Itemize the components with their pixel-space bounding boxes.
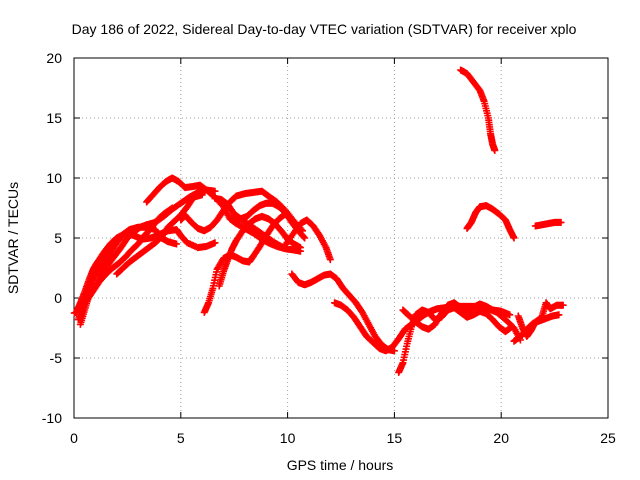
y-tick-label: 0 bbox=[54, 290, 62, 306]
data-point bbox=[559, 301, 567, 309]
x-tick-label: 10 bbox=[280, 430, 296, 446]
data-point bbox=[281, 210, 289, 218]
data-point bbox=[296, 244, 304, 252]
y-tick-label: 20 bbox=[46, 50, 62, 66]
data-point bbox=[167, 205, 175, 213]
y-axis-label: SDTVAR / TECUs bbox=[5, 182, 21, 294]
chart-title: Day 186 of 2022, Sidereal Day-to-day VTE… bbox=[72, 21, 577, 37]
x-tick-label: 5 bbox=[177, 430, 185, 446]
data-point bbox=[198, 191, 206, 199]
axis-ticks: 0 5 10 15 20 25 -10 -5 0 5 10 15 20 bbox=[42, 50, 616, 446]
series-arc-o bbox=[399, 299, 514, 333]
data-point bbox=[491, 146, 499, 154]
x-tick-label: 15 bbox=[387, 430, 403, 446]
series-arc-t bbox=[514, 299, 567, 340]
data-point bbox=[555, 311, 563, 319]
series-arc-d bbox=[83, 204, 176, 304]
series-arc-p bbox=[457, 66, 499, 154]
data-point bbox=[510, 234, 518, 242]
series-arc-k bbox=[228, 214, 334, 264]
data-point bbox=[506, 311, 514, 319]
data-point bbox=[211, 187, 219, 195]
y-tick-label: 15 bbox=[46, 110, 62, 126]
data-point bbox=[168, 204, 176, 212]
x-tick-label: 25 bbox=[600, 430, 616, 446]
y-tick-label: 5 bbox=[54, 230, 62, 246]
y-tick-label: -10 bbox=[42, 410, 62, 426]
y-tick-label: 10 bbox=[46, 170, 62, 186]
series-arc-g bbox=[177, 187, 307, 235]
data-point bbox=[211, 239, 219, 247]
data-points bbox=[70, 66, 567, 376]
data-point bbox=[300, 233, 308, 241]
y-tick-label: -5 bbox=[50, 350, 63, 366]
data-point bbox=[326, 256, 334, 264]
data-point bbox=[557, 218, 565, 226]
x-tick-label: 0 bbox=[70, 430, 78, 446]
x-tick-label: 20 bbox=[493, 430, 509, 446]
series-arc-r bbox=[531, 218, 565, 230]
data-point bbox=[173, 240, 181, 248]
data-point bbox=[301, 234, 309, 242]
series-arc-e bbox=[113, 191, 206, 278]
series-arc-q bbox=[463, 202, 518, 242]
data-point bbox=[508, 323, 516, 331]
series-arc-l bbox=[288, 270, 398, 355]
x-axis-label: GPS time / hours bbox=[287, 457, 394, 473]
